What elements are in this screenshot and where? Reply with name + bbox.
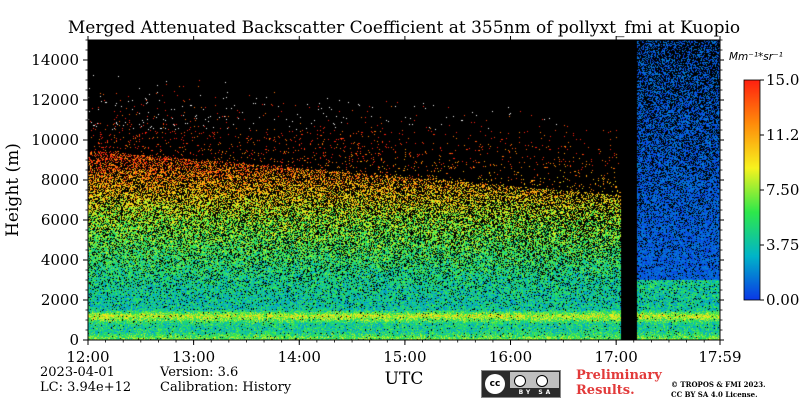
colorbar-tick-label: 15.0 — [766, 71, 799, 89]
y-tick-label: 10000 — [31, 131, 79, 149]
cc-by-icon — [514, 375, 526, 387]
y-tick-label: 0 — [69, 331, 79, 349]
preliminary-notice: Preliminary Results. — [576, 368, 662, 398]
footer-lc: LC: 3.94e+12 — [40, 380, 132, 395]
preliminary-line-2: Results. — [576, 383, 635, 398]
x-tick-label: 17:59 — [698, 348, 741, 366]
x-tick-label: 17:00 — [595, 348, 638, 366]
y-tick-label: 6000 — [41, 211, 79, 229]
y-tick-label: 14000 — [31, 51, 79, 69]
cc-license-badge: cc BY SA — [481, 370, 561, 398]
cc-logo-icon: cc — [485, 374, 505, 394]
copyright-notice: © TROPOS & FMI 2023. CC BY SA 4.0 Licens… — [671, 380, 766, 400]
backscatter-heatmap — [88, 40, 720, 340]
colorbar-unit-label: Mm⁻¹*sr⁻¹ — [729, 51, 783, 63]
y-tick-label: 8000 — [41, 171, 79, 189]
cc-sa-icon — [536, 375, 548, 387]
x-tick-label: 14:00 — [278, 348, 321, 366]
plot-area: 12:00 13:00 14:00 15:00 16:00 17:00 17:59 0 200… — [31, 36, 742, 366]
x-tick-label: 16:00 — [489, 348, 532, 366]
colorbar-ticks: 0.00 3.75 7.50 11.2 15.0 — [760, 71, 799, 309]
x-axis: 12:00 13:00 14:00 15:00 16:00 17:00 17:59 — [66, 36, 742, 366]
colorbar-tick-label: 7.50 — [766, 181, 799, 199]
x-axis-label: UTC — [385, 369, 424, 389]
y-axis-label: Height (m) — [3, 143, 23, 237]
colorbar-tick-label: 11.2 — [766, 126, 799, 144]
x-tick-label: 13:00 — [172, 348, 215, 366]
colorbar-tick-label: 0.00 — [766, 291, 799, 309]
x-tick-label: 12:00 — [66, 348, 109, 366]
cc-badge-text: BY SA — [518, 389, 554, 396]
chart-title: Merged Attenuated Backscatter Coefficien… — [68, 18, 740, 38]
y-axis: 0 2000 4000 6000 8000 10000 12000 14000 — [31, 39, 724, 349]
colorbar-gradient — [743, 79, 761, 301]
footer-date: 2023-04-01 — [40, 365, 115, 380]
footer-version: Version: 3.6 — [160, 365, 239, 380]
y-tick-label: 4000 — [41, 251, 79, 269]
x-tick-label: 15:00 — [383, 348, 426, 366]
colorbar-tick-label: 3.75 — [766, 236, 799, 254]
copyright-line-2: CC BY SA 4.0 License. — [671, 390, 758, 399]
y-tick-label: 12000 — [31, 91, 79, 109]
footer-calibration: Calibration: History — [160, 380, 292, 395]
preliminary-line-1: Preliminary — [576, 368, 662, 383]
colorbar: Mm⁻¹*sr⁻¹ 0.00 3.75 7.50 11.2 15.0 — [729, 51, 799, 309]
y-tick-label: 2000 — [41, 291, 79, 309]
copyright-line-1: © TROPOS & FMI 2023. — [671, 380, 766, 389]
